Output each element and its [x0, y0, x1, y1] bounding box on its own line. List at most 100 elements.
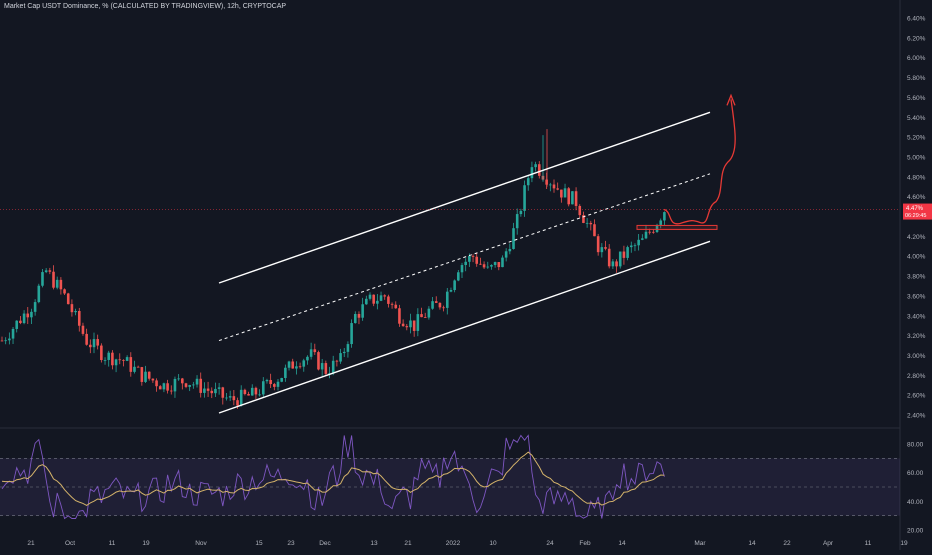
- candle-body: [611, 261, 615, 267]
- price-tick-label: 2.40%: [907, 413, 926, 420]
- candle-body: [497, 262, 501, 268]
- time-tick-label: Dec: [319, 540, 331, 547]
- candle-body: [169, 390, 173, 392]
- candle-body: [4, 340, 7, 342]
- candle-body: [129, 357, 133, 372]
- candle-body: [133, 366, 136, 372]
- candle-body: [118, 359, 122, 361]
- candle-body: [372, 294, 375, 304]
- candle-body: [409, 320, 412, 328]
- candle-body: [306, 356, 309, 361]
- time-tick-label: 10: [489, 540, 497, 547]
- channel-lower-line: [218, 240, 711, 414]
- candle-body: [416, 314, 420, 331]
- candle-body: [578, 205, 582, 216]
- candle-body: [629, 245, 633, 248]
- candle-body: [560, 189, 563, 198]
- candle-body: [247, 393, 250, 396]
- candle-body: [44, 270, 48, 273]
- time-tick-label: Nov: [195, 540, 207, 547]
- candle-body: [162, 383, 166, 390]
- price-tick-label: 3.60%: [907, 293, 926, 300]
- price-tick-label: 2.80%: [907, 373, 926, 380]
- price-tick-label: 3.40%: [907, 313, 926, 320]
- candle-body: [457, 272, 460, 281]
- candle-body: [607, 248, 611, 267]
- candle-body: [22, 313, 26, 324]
- support-zone-box: [636, 224, 718, 230]
- candle-body: [342, 351, 346, 354]
- candle-body: [265, 379, 269, 382]
- candle-body: [504, 251, 508, 258]
- candle-body: [81, 325, 85, 334]
- channel-upper-line: [218, 111, 711, 284]
- candle-body: [173, 378, 177, 392]
- candle-body: [48, 270, 52, 272]
- candle-body: [243, 389, 247, 394]
- candle-body: [55, 279, 59, 288]
- candle-body: [644, 231, 648, 239]
- candle-body: [556, 188, 559, 190]
- candle-body: [655, 224, 659, 233]
- candle-body: [254, 387, 258, 395]
- candle-body: [361, 304, 364, 318]
- last-price-label-bg: [903, 203, 932, 220]
- candle-body: [622, 251, 626, 258]
- time-tick-label: 11: [865, 540, 872, 547]
- rsi-tick-label: 40.00: [907, 499, 924, 506]
- candle-body: [423, 317, 427, 318]
- candle-body: [280, 377, 283, 382]
- projection-path: [663, 99, 736, 225]
- time-tick-label: 19: [142, 540, 150, 547]
- candle-body: [214, 388, 217, 394]
- candle-body: [0, 340, 4, 342]
- candle-body: [523, 185, 526, 211]
- price-tick-label: 4.80%: [907, 174, 926, 181]
- price-tick-label: 4.20%: [907, 234, 926, 241]
- candle-body: [8, 338, 11, 341]
- candle-body: [74, 311, 77, 313]
- candle-body: [155, 380, 158, 387]
- candle-body: [390, 303, 394, 305]
- candle-body: [515, 214, 519, 229]
- candle-body: [346, 344, 350, 352]
- countdown-value: 06:29:45: [905, 213, 926, 219]
- candle-body: [77, 311, 81, 326]
- candle-body: [420, 314, 423, 318]
- candle-body: [335, 360, 339, 362]
- price-tick-label: 4.00%: [907, 254, 926, 261]
- candle-body: [188, 385, 191, 387]
- price-tick-label: 3.00%: [907, 353, 926, 360]
- price-tick-label: 3.80%: [907, 274, 926, 281]
- candle-body: [398, 308, 401, 324]
- candle-body: [273, 384, 276, 387]
- price-tick-label: 2.60%: [907, 393, 926, 400]
- candle-body: [217, 387, 221, 389]
- candle-body: [269, 379, 272, 385]
- candle-body: [85, 333, 88, 345]
- candle-body: [563, 188, 567, 198]
- time-tick-label: 11: [109, 540, 116, 547]
- candle-body: [464, 261, 467, 266]
- candle-body: [633, 245, 637, 247]
- candle-body: [203, 388, 206, 393]
- candle-body: [107, 352, 111, 360]
- time-tick-label: 14: [618, 540, 626, 547]
- candle-body: [379, 295, 383, 301]
- candle-body: [574, 191, 578, 206]
- candle-body: [615, 261, 618, 267]
- candle-body: [114, 359, 118, 366]
- candle-body: [530, 167, 534, 179]
- price-candles: [0, 129, 666, 409]
- time-tick-label: 14: [748, 540, 756, 547]
- candle-body: [427, 308, 431, 318]
- time-tick-label: 15: [255, 540, 263, 547]
- candle-body: [596, 236, 600, 253]
- candle-body: [460, 265, 464, 273]
- candle-body: [493, 262, 497, 265]
- candle-body: [313, 349, 317, 353]
- candle-body: [394, 304, 398, 309]
- candle-body: [103, 359, 107, 361]
